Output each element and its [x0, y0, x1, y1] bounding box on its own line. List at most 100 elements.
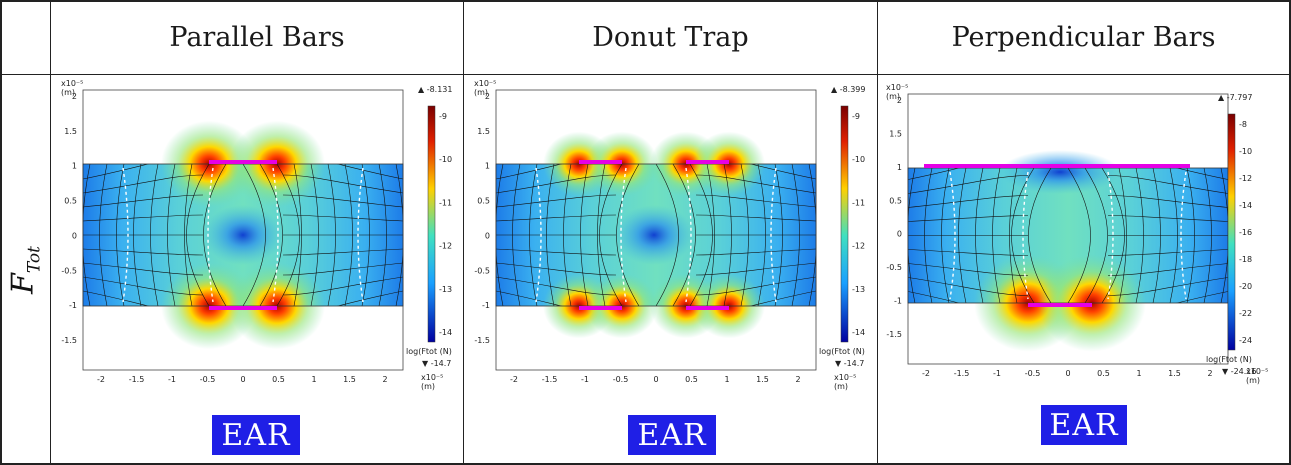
field-outline [495, 163, 817, 307]
x-tick-label: -0.5 [200, 375, 216, 384]
colorbar-tick-label: -13 [439, 285, 452, 294]
table-col-rule-2 [463, 0, 464, 465]
y-tick-label: 2 [72, 92, 77, 101]
y-tick-label: 0 [72, 231, 77, 240]
x-tick-label: 0 [1065, 369, 1070, 378]
x-tick-label: -0.5 [1025, 369, 1041, 378]
x-tick-label: 0.5 [272, 375, 285, 384]
x-axis-exponent: x10⁻⁵ [1246, 367, 1268, 376]
panel-donut-trap: 2 1.5 1 0.5 0 -0.5 -1 -1.5 x10⁻⁵ (m) -2 -1.5 -1 -0.5 0… [464, 76, 877, 465]
y-tick-label: -1.5 [886, 330, 902, 339]
colorbar-tick-label: -24 [1239, 336, 1252, 345]
electrode-pad [1028, 303, 1092, 307]
y-tick-label: 1.5 [477, 127, 490, 136]
colorbar-tick-label: -16 [1239, 228, 1252, 237]
y-tick-label: 0 [897, 230, 902, 239]
colorbar-tick-label: -12 [1239, 174, 1252, 183]
ear-badge-perpendicular: EAR [1041, 405, 1127, 445]
y-tick-label: -1 [482, 301, 490, 310]
colorbar-tick-label: -10 [1239, 147, 1252, 156]
x-tick-label: 0.5 [1097, 369, 1110, 378]
field-lines [496, 164, 816, 306]
x-tick-label: 0 [653, 375, 658, 384]
colorbar [840, 105, 849, 343]
y-tick-label: 2 [485, 92, 490, 101]
colorbar-title: log(Ftot (N) [819, 347, 865, 356]
colorbar-tick-label: -13 [852, 285, 865, 294]
colorbar-tick-label: -11 [852, 198, 865, 207]
field-lines [908, 168, 1228, 303]
y-tick-label: 1 [485, 162, 490, 171]
x-axis-unit: (m) [834, 382, 848, 391]
table-border-top [0, 0, 1291, 2]
x-tick-label: -1 [993, 369, 1001, 378]
colorbar-min-label: ▼ -14.7 [422, 359, 451, 368]
header-donut-trap: Donut Trap [592, 22, 749, 53]
colorbar-tick-label: -10 [439, 155, 452, 164]
table-border-bottom [0, 463, 1291, 465]
electrode-pad [579, 160, 622, 164]
x-tick-label: 0.5 [685, 375, 698, 384]
x-tick-label: 1.5 [756, 375, 769, 384]
ear-badge-parallel: EAR [212, 415, 300, 455]
y-tick-label: 0.5 [477, 197, 490, 206]
y-tick-label: 1 [897, 163, 902, 172]
x-tick-label: 2 [382, 375, 387, 384]
y-tick-label: 1 [72, 162, 77, 171]
y-axis-unit: (m) [886, 92, 900, 101]
x-tick-label: 0 [240, 375, 245, 384]
electrode-pad [686, 306, 729, 310]
electrode-pad [924, 164, 1190, 168]
y-axis-unit: (m) [474, 88, 488, 97]
colorbar-tick-label: -14 [852, 328, 865, 337]
table-header-rule [0, 74, 1291, 75]
force-arrows [535, 167, 777, 303]
y-axis-exponent: x10⁻⁵ [474, 79, 496, 88]
x-tick-label: 1 [724, 375, 729, 384]
y-tick-label: -1.5 [61, 336, 77, 345]
x-tick-label: -1 [168, 375, 176, 384]
colorbar-tick-label: -10 [852, 155, 865, 164]
y-tick-label: 1.5 [64, 127, 77, 136]
electrode-pad [209, 306, 277, 310]
field-null [203, 205, 283, 265]
y-tick-label: 2 [897, 96, 902, 105]
row-label-main: F [5, 273, 41, 294]
x-axis-exponent: x10⁻⁵ [834, 373, 856, 382]
force-arrows [949, 171, 1187, 300]
force-arrows [122, 167, 364, 303]
y-axis-exponent: x10⁻⁵ [61, 79, 83, 88]
colorbar-tick-label: -22 [1239, 309, 1252, 318]
colorbar-tick-label: -20 [1239, 282, 1252, 291]
x-tick-label: 1 [1136, 369, 1141, 378]
colorbar-tick-label: -11 [439, 198, 452, 207]
colorbar-tick-label: -14 [439, 328, 452, 337]
x-tick-label: -2 [97, 375, 105, 384]
electrode-pad [579, 306, 622, 310]
y-tick-label: -0.5 [474, 266, 490, 275]
row-label-sub: Tot [24, 246, 45, 274]
colorbar [427, 105, 436, 343]
colorbar-max-label: ▲ -8.131 [418, 85, 452, 94]
x-axis-unit: (m) [1246, 376, 1260, 385]
y-tick-label: 0 [485, 231, 490, 240]
colorbar-tick-label: -9 [439, 112, 447, 121]
y-tick-label: -0.5 [61, 266, 77, 275]
colorbar-tick-label: -18 [1239, 255, 1252, 264]
colorbar-title: log(Ftot (N) [1206, 355, 1252, 364]
panel-parallel-bars: 2 1.5 1 0.5 0 -0.5 -1 -1.5 x10⁻⁵ (m) -2 -1.5 -1 -0.5 0… [51, 76, 463, 465]
colorbar-tick-label: -8 [1239, 120, 1247, 129]
x-tick-label: 2 [1207, 369, 1212, 378]
y-axis-exponent: x10⁻⁵ [886, 83, 908, 92]
electrode-pad [686, 160, 729, 164]
field-null [1000, 150, 1120, 194]
panel-perpendicular-bars: 2 1.5 1 0.5 0 -0.5 -1 -1.5 x10⁻⁵ (m) -2 -1.5 -1 -0.5 0… [878, 76, 1289, 465]
y-tick-label: 1.5 [889, 129, 902, 138]
table-border-right [1289, 0, 1291, 465]
colorbar-min-label: ▼ -14.7 [835, 359, 864, 368]
x-tick-label: -2 [922, 369, 930, 378]
colorbar-max-label: ▲ -7.797 [1218, 93, 1252, 102]
x-axis-unit: (m) [421, 382, 435, 391]
